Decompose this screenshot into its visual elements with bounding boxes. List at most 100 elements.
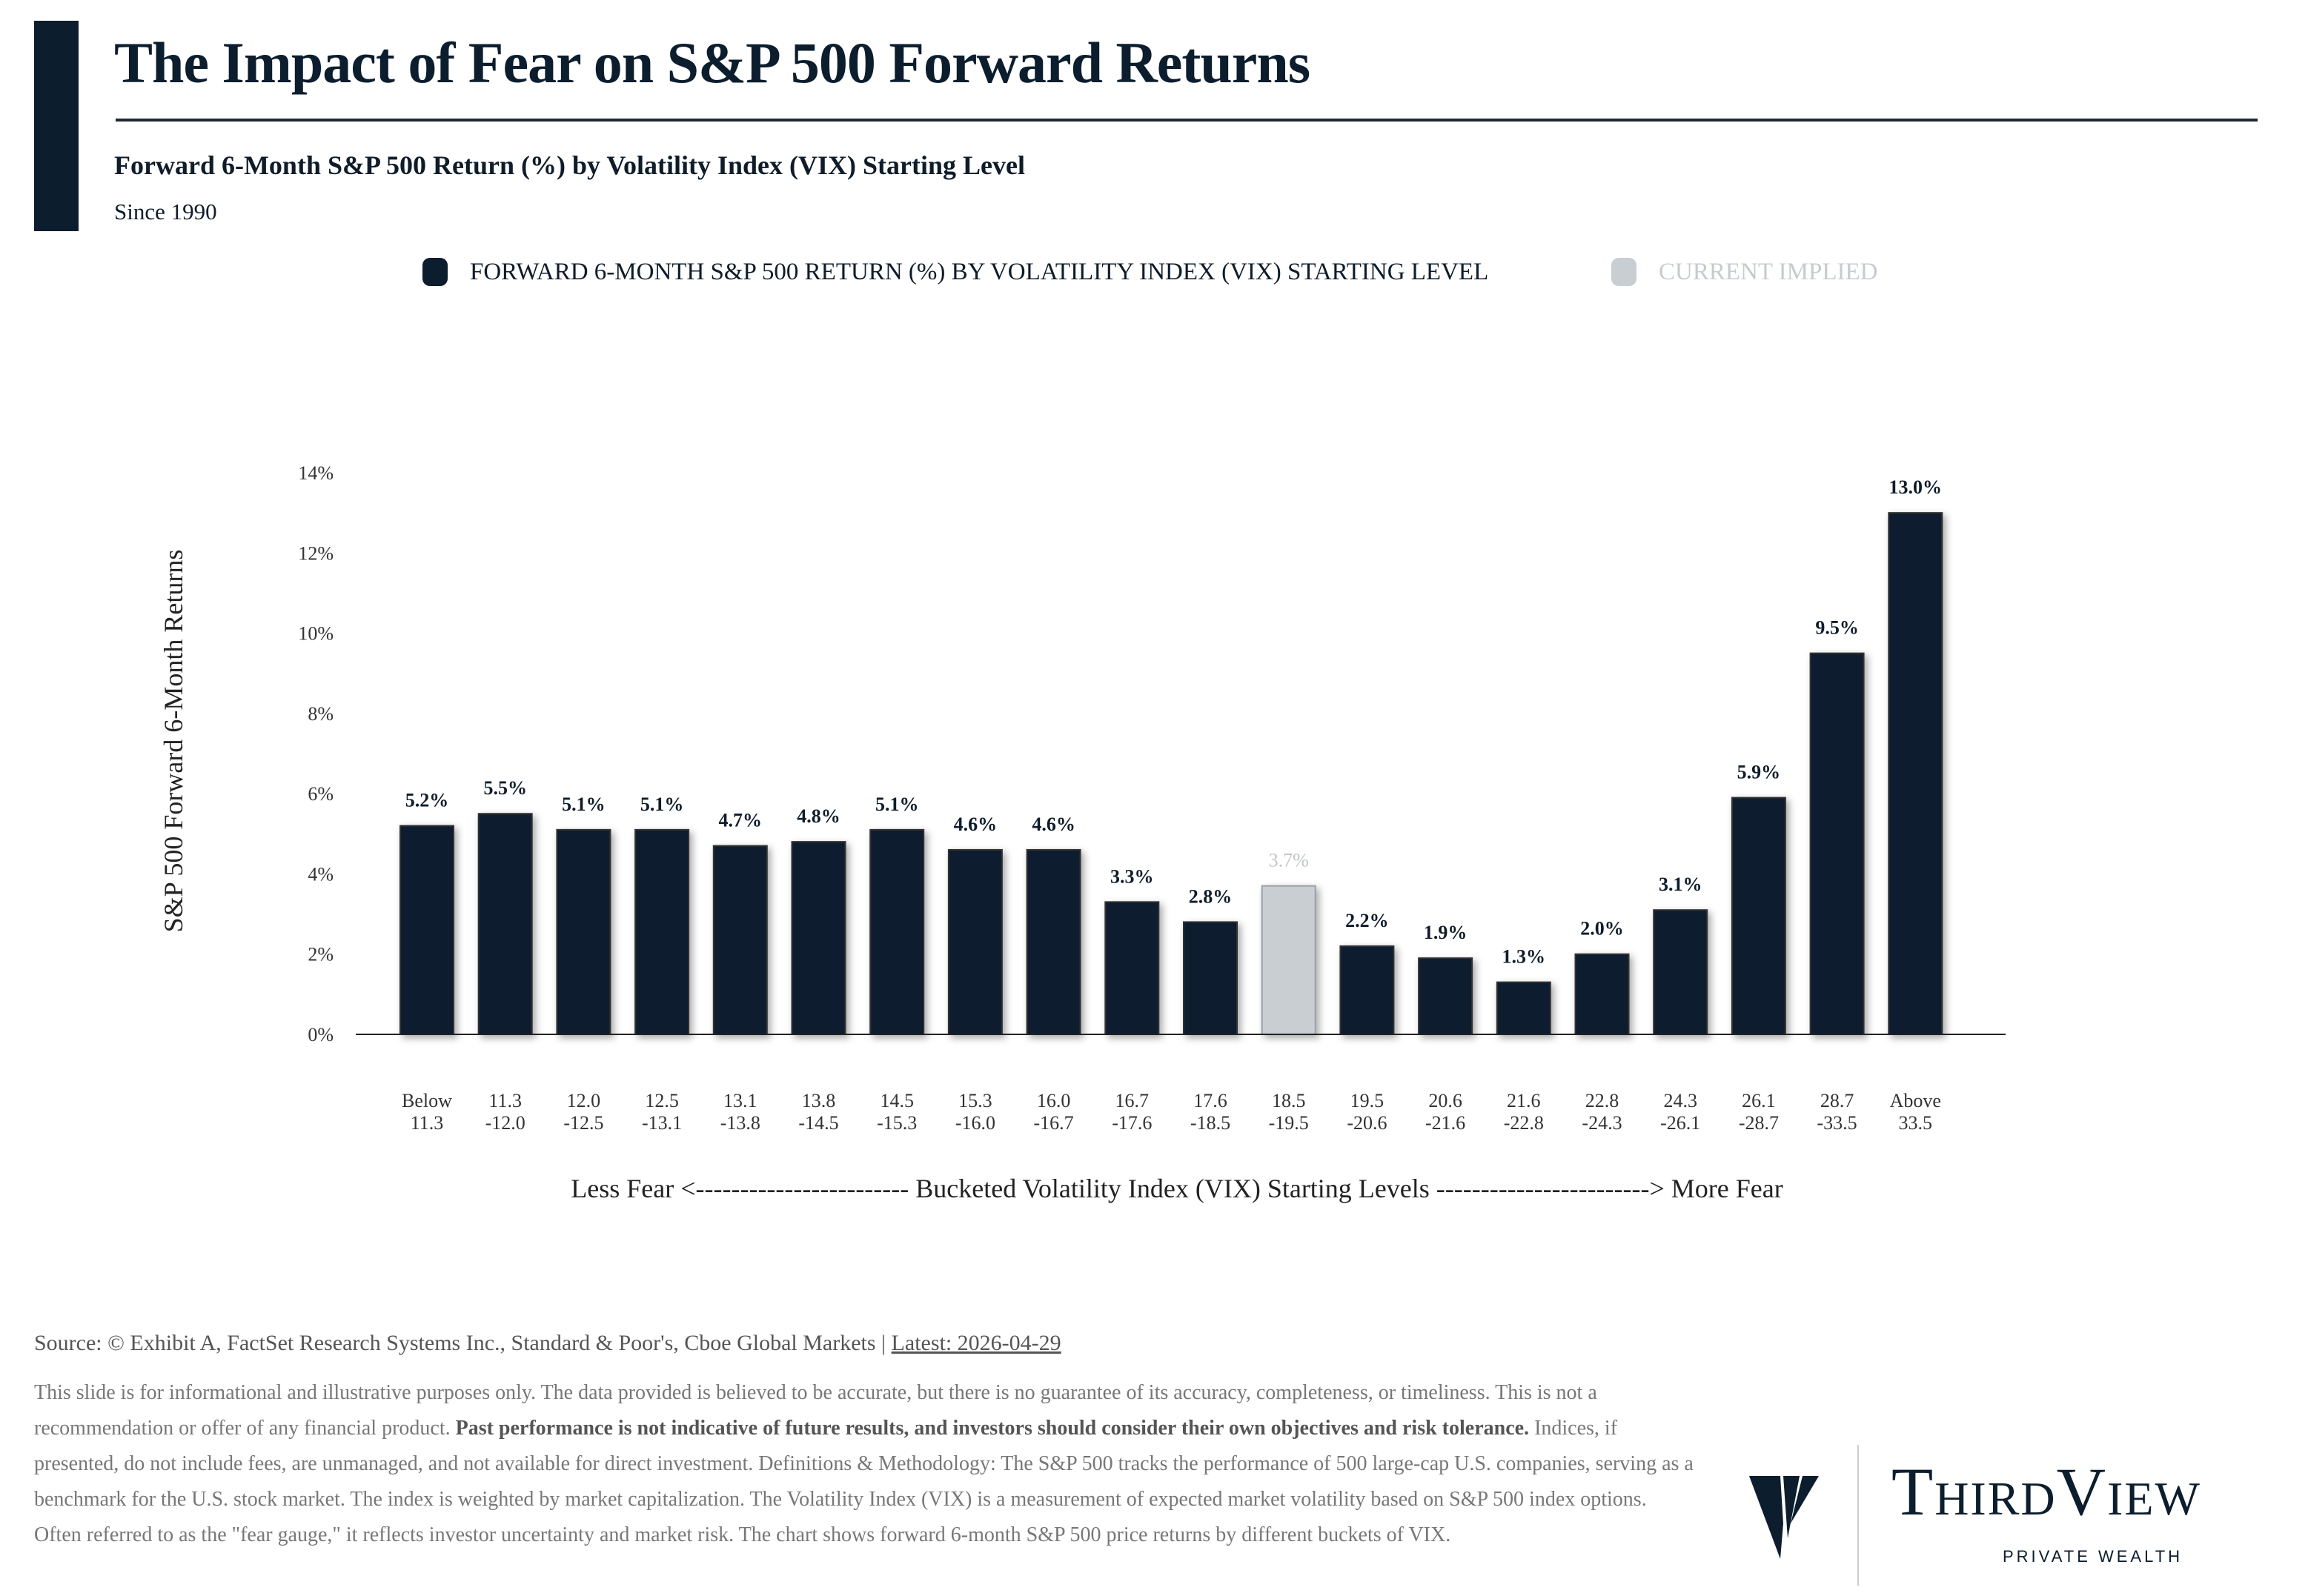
bar (1261, 885, 1316, 1035)
x-tick-label: 24.3 (1663, 1090, 1697, 1111)
disclaimer: This slide is for informational and illu… (34, 1375, 1694, 1553)
y-tick-label: 6% (308, 783, 334, 805)
data-label: 2.8% (1189, 885, 1233, 907)
bar (1104, 901, 1160, 1036)
x-tick-label: 17.6 (1193, 1090, 1227, 1111)
y-tick-label: 4% (308, 863, 334, 885)
x-tick-label: -33.5 (1817, 1112, 1857, 1134)
data-label: 5.9% (1737, 762, 1781, 783)
bar (712, 845, 768, 1035)
bar (1418, 957, 1473, 1035)
x-tick-label: -17.6 (1112, 1112, 1152, 1134)
x-tick-label: -12.5 (563, 1112, 603, 1134)
bar (556, 828, 611, 1036)
x-tick-label: 33.5 (1899, 1112, 1933, 1134)
data-label: 5.1% (562, 794, 606, 815)
y-tick-label: 8% (308, 703, 334, 725)
x-tick-label: 28.7 (1820, 1090, 1854, 1111)
x-tick-label: 12.5 (645, 1090, 679, 1111)
bar (869, 828, 925, 1036)
y-axis-title: S&P 500 Forward 6-Month Returns (159, 550, 188, 933)
data-label: 4.7% (719, 810, 763, 831)
x-tick-label: 26.1 (1742, 1090, 1776, 1111)
data-label: 4.8% (797, 805, 840, 827)
x-tick-label: -16.7 (1034, 1112, 1074, 1134)
bar (1888, 512, 1943, 1035)
logo-wordmark: ThirdView (1891, 1454, 2201, 1529)
data-label: 3.7% (1269, 850, 1309, 871)
legend-label: CURRENT IMPLIED (1659, 258, 1878, 285)
x-tick-label: -16.0 (955, 1112, 995, 1134)
logo-tagline: PRIVATE WEALTH (2003, 1547, 2183, 1566)
x-tick-label: 14.5 (880, 1090, 914, 1111)
bar (1339, 945, 1395, 1036)
x-tick-label: 13.8 (802, 1090, 836, 1111)
bar (947, 848, 1003, 1036)
bar (634, 828, 690, 1036)
x-tick-label: -13.8 (720, 1112, 760, 1134)
x-tick-label: -20.6 (1347, 1112, 1387, 1134)
x-tick-label: 18.5 (1272, 1090, 1306, 1111)
x-tick-label: -28.7 (1739, 1112, 1779, 1134)
title-divider (116, 119, 2258, 122)
logo-divider (1857, 1445, 1859, 1586)
x-tick-label: -18.5 (1190, 1112, 1230, 1134)
x-tick-label: -12.0 (485, 1112, 525, 1134)
x-tick-label: 19.5 (1350, 1090, 1385, 1111)
data-label: 1.9% (1424, 922, 1468, 943)
bar (1731, 797, 1786, 1035)
bar (399, 825, 454, 1035)
x-tick-label: -14.5 (798, 1112, 838, 1134)
accent-bar (34, 21, 79, 231)
bar (1809, 652, 1865, 1035)
data-label: 5.1% (640, 794, 684, 815)
disclaimer-text: Indices, if presented, do not include fe… (34, 1417, 1694, 1546)
x-tick-label: Below (402, 1090, 452, 1111)
x-tick-label: 20.6 (1428, 1090, 1462, 1111)
y-tick-label: 2% (308, 944, 334, 965)
disclaimer-text: This slide is for informational and illu… (34, 1381, 1597, 1440)
thirdview-logo-mark-icon (1749, 1476, 1819, 1559)
legend-item-forward-return: FORWARD 6-MONTH S&P 500 RETURN (%) BY VO… (422, 258, 1488, 286)
y-tick-label: 14% (298, 462, 334, 484)
data-label: 9.5% (1815, 617, 1859, 639)
latest-date-link[interactable]: Latest: 2026-04-29 (891, 1331, 1061, 1355)
bar (791, 841, 846, 1035)
source-note: Source: © Exhibit A, FactSet Research Sy… (34, 1331, 1061, 1356)
x-tick-label: -19.5 (1269, 1112, 1309, 1134)
page-title: The Impact of Fear on S&P 500 Forward Re… (114, 30, 1310, 95)
x-tick-label: -22.8 (1504, 1112, 1544, 1134)
bar (1183, 921, 1238, 1036)
bar (477, 813, 533, 1035)
bar (1496, 981, 1551, 1035)
bar (1574, 953, 1630, 1035)
legend-item-current-implied: CURRENT IMPLIED (1611, 258, 1878, 286)
legend-swatch (1611, 258, 1637, 286)
data-label: 5.2% (405, 789, 449, 811)
x-tick-label: -26.1 (1660, 1112, 1700, 1134)
x-tick-label: 22.8 (1585, 1090, 1619, 1111)
since-note: Since 1990 (114, 199, 217, 225)
x-tick-label: 13.1 (723, 1090, 757, 1111)
x-tick-label: 11.3 (488, 1090, 522, 1111)
bar-chart: 0% 2% 4% 6% 8% 10% 12% 14% 5.2% 5.5% 5.1% 5.1% 4.7%… (159, 462, 2006, 1203)
legend-swatch (422, 258, 448, 286)
x-tick-label: 11.3 (411, 1112, 444, 1134)
data-label: 5.5% (483, 777, 527, 799)
y-tick-label: 10% (298, 623, 334, 645)
x-tick-label: -13.1 (642, 1112, 682, 1134)
data-label: 13.0% (1889, 476, 1943, 498)
source-text: Source: © Exhibit A, FactSet Research Sy… (34, 1331, 892, 1355)
x-tick-label: 16.7 (1115, 1090, 1150, 1111)
data-label: 4.6% (1032, 814, 1075, 835)
x-tick-label: 16.0 (1037, 1090, 1071, 1111)
x-tick-label: 21.6 (1507, 1090, 1541, 1111)
x-tick-label: 12.0 (567, 1090, 601, 1111)
data-label: 3.3% (1110, 865, 1154, 887)
bar (1653, 909, 1708, 1035)
x-tick-label: Above (1890, 1090, 1941, 1111)
x-tick-label: -21.6 (1425, 1112, 1465, 1134)
disclaimer-bold-text: Past performance is not indicative of fu… (455, 1417, 1530, 1440)
x-tick-label: -15.3 (877, 1112, 917, 1134)
bar (1026, 848, 1081, 1036)
